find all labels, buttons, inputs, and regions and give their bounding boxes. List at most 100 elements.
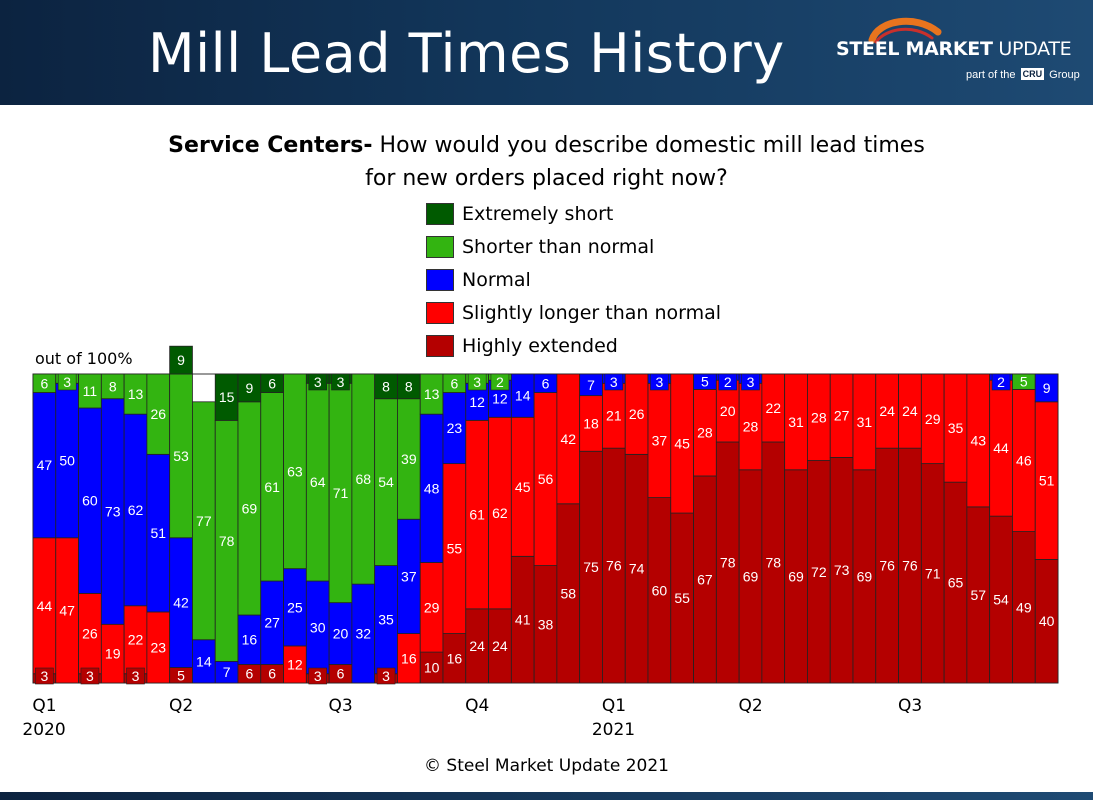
data-label-highly-extended-0: 3	[40, 668, 48, 684]
data-label-box-highly-extended-2	[80, 667, 100, 685]
data-label-slightly-longer-0: 44	[37, 598, 53, 614]
data-label-box-extremely-short-13	[331, 373, 350, 391]
data-label-normal-25: 3	[610, 374, 618, 390]
data-label-shorter-16: 39	[401, 451, 417, 467]
x-tick-label-6: Q3	[897, 696, 923, 716]
data-label-extremely-short-12: 3	[314, 374, 322, 390]
data-label-highly-extended-35: 73	[834, 562, 850, 578]
data-label-extremely-short-16: 8	[405, 378, 413, 394]
data-label-shorter-43: 5	[1020, 374, 1028, 390]
cru-badge: CRU	[1020, 68, 1045, 80]
data-label-slightly-longer-11: 12	[287, 656, 303, 672]
page-title: Mill Lead Times History	[148, 22, 785, 85]
data-label-slightly-longer-36: 31	[857, 414, 873, 430]
data-label-normal-21: 14	[515, 388, 531, 404]
data-label-slightly-longer-22: 56	[538, 471, 554, 487]
data-label-shorter-6: 53	[173, 448, 189, 464]
data-label-slightly-longer-1: 47	[59, 602, 75, 618]
data-label-normal-12: 30	[310, 619, 326, 635]
data-label-shorter-10: 61	[264, 479, 280, 495]
data-label-highly-extended-22: 38	[538, 616, 554, 632]
data-label-highly-extended-12: 3	[314, 668, 322, 684]
data-label-slightly-longer-17: 29	[424, 599, 440, 615]
data-label-box-highly-extended-15	[376, 667, 396, 685]
question-prefix: Service Centers-	[168, 133, 373, 158]
x-tick-label-4: Q1	[601, 696, 627, 716]
data-label-slightly-longer-4: 22	[128, 632, 144, 648]
data-label-normal-20: 12	[492, 391, 508, 407]
data-label-slightly-longer-30: 20	[720, 403, 736, 419]
data-label-slightly-longer-37: 24	[879, 403, 895, 419]
data-label-normal-18: 23	[447, 420, 463, 436]
data-label-slightly-longer-33: 31	[788, 414, 804, 430]
data-label-highly-extended-36: 69	[857, 568, 873, 584]
data-label-slightly-longer-19: 61	[469, 507, 485, 523]
data-label-slightly-longer-31: 28	[743, 419, 759, 435]
data-label-normal-22: 6	[542, 375, 550, 391]
legend-label-extremely-short: Extremely short	[462, 203, 614, 225]
data-label-slightly-longer-35: 27	[834, 408, 850, 424]
data-label-normal-3: 73	[105, 504, 121, 520]
question-line-1: Service Centers- How would you describe …	[0, 133, 1093, 158]
data-label-normal-31: 3	[747, 374, 755, 390]
data-label-highly-extended-33: 69	[788, 568, 804, 584]
data-label-slightly-longer-39: 29	[925, 411, 941, 427]
data-label-slightly-longer-38: 24	[902, 403, 918, 419]
data-label-slightly-longer-42: 44	[993, 440, 1009, 456]
data-label-slightly-longer-25: 21	[606, 408, 622, 424]
data-label-highly-extended-34: 72	[811, 564, 827, 580]
data-label-highly-extended-29: 67	[697, 571, 713, 587]
data-label-normal-27: 3	[655, 374, 663, 390]
data-label-highly-extended-32: 78	[765, 554, 781, 570]
data-label-shorter-9: 69	[242, 500, 258, 516]
data-label-highly-extended-10: 6	[268, 666, 276, 682]
legend-swatch-highly-extended	[426, 335, 454, 357]
data-label-box-normal-30	[718, 373, 738, 391]
logo-tagline: part of the CRU Group	[966, 68, 1080, 81]
data-label-box-extremely-short-12	[308, 373, 328, 391]
x-tick-label-3: Q4	[465, 696, 490, 716]
data-label-shorter-0: 6	[40, 375, 48, 391]
legend-label-slightly-longer: Slightly longer than normal	[462, 302, 722, 324]
data-label-normal-17: 48	[424, 480, 440, 496]
data-label-highly-extended-28: 55	[674, 590, 690, 606]
data-label-slightly-longer-28: 45	[674, 436, 690, 452]
data-label-normal-4: 62	[128, 502, 144, 518]
question-text-1: How would you describe domestic mill lea…	[379, 133, 925, 158]
data-label-highly-extended-9: 6	[245, 666, 253, 682]
footer-bar	[0, 792, 1093, 800]
data-label-shorter-20: 2	[496, 374, 504, 390]
data-label-normal-2: 60	[82, 493, 98, 509]
logo-swoosh-icon	[868, 17, 942, 44]
bar-segment-extremely-short-6	[169, 345, 193, 375]
data-label-highly-extended-38: 76	[902, 558, 918, 574]
data-label-slightly-longer-29: 28	[697, 425, 713, 441]
data-label-highly-extended-23: 58	[560, 585, 576, 601]
legend-swatch-shorter	[426, 236, 454, 258]
data-label-slightly-longer-20: 62	[492, 505, 508, 521]
data-label-slightly-longer-32: 22	[765, 400, 781, 416]
data-label-highly-extended-39: 71	[925, 565, 941, 581]
data-label-shorter-8: 78	[219, 533, 235, 549]
data-label-box-normal-31	[741, 373, 760, 391]
data-label-extremely-short-13: 3	[337, 374, 345, 390]
data-label-highly-extended-15: 3	[382, 668, 390, 684]
data-label-normal-42: 2	[997, 374, 1005, 390]
data-label-normal-19: 12	[469, 394, 485, 410]
data-label-box-shorter-1	[57, 373, 77, 391]
data-label-highly-extended-13: 6	[337, 666, 345, 682]
data-label-slightly-longer-43: 46	[1016, 453, 1032, 469]
data-label-slightly-longer-16: 16	[401, 650, 417, 666]
data-label-normal-15: 35	[378, 612, 394, 628]
data-label-slightly-longer-3: 19	[105, 646, 121, 662]
data-label-extremely-short-8: 15	[219, 389, 235, 405]
data-label-shorter-4: 13	[128, 386, 144, 402]
data-label-normal-0: 47	[37, 457, 53, 473]
data-label-normal-1: 50	[59, 453, 75, 469]
data-label-normal-24: 7	[587, 377, 595, 393]
data-label-shorter-17: 13	[424, 386, 440, 402]
data-label-shorter-12: 64	[310, 474, 326, 490]
data-label-box-highly-extended-12	[308, 667, 328, 685]
data-label-normal-16: 37	[401, 568, 417, 584]
